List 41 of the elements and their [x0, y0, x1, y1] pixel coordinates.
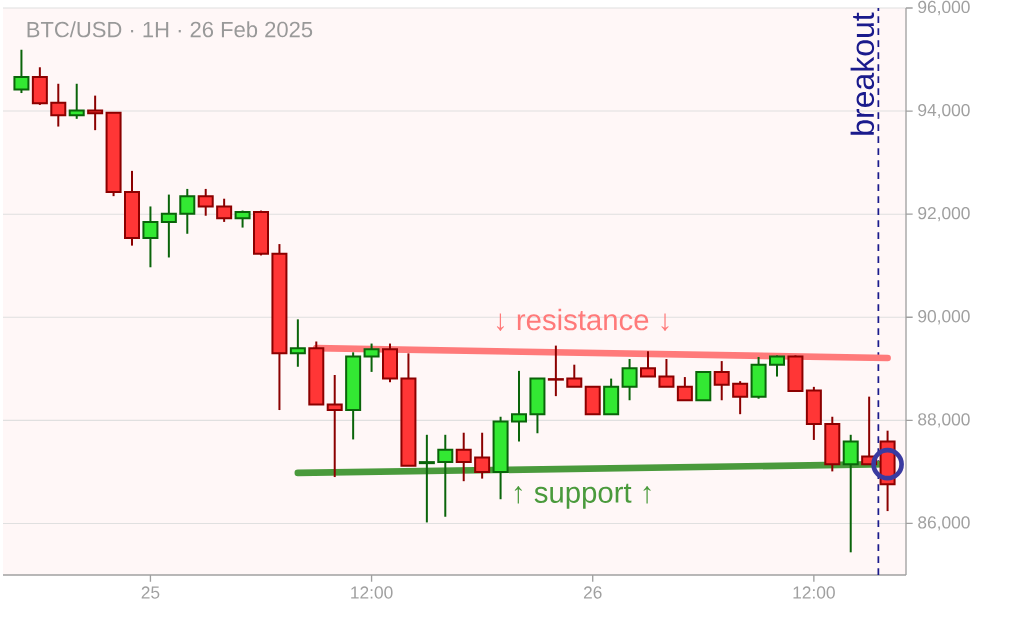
candlestick	[363, 342, 380, 373]
candlestick	[142, 205, 159, 269]
candlestick	[621, 358, 638, 402]
candlestick	[713, 360, 730, 402]
y-tick-label: 96,000	[918, 0, 970, 16]
candlestick	[658, 358, 675, 388]
ref-line-label: breakout	[850, 12, 875, 135]
y-tick-label: 88,000	[918, 413, 970, 428]
candlestick	[87, 94, 104, 132]
candlestick	[676, 376, 693, 402]
candlestick	[474, 431, 491, 480]
candlestick	[842, 433, 859, 554]
candlestick	[547, 344, 564, 398]
candlestick	[13, 48, 30, 95]
candlestick	[437, 433, 454, 518]
y-tick-label: 90,000	[918, 310, 970, 325]
candlestick	[511, 369, 528, 443]
candlestick	[732, 380, 749, 416]
x-tick-label: 12:00	[351, 586, 393, 599]
candlestick	[566, 363, 583, 388]
candlestick	[769, 354, 786, 378]
annotation: ↓ resistance ↓	[496, 308, 669, 331]
candlestick	[197, 187, 214, 217]
candlestick	[160, 193, 177, 259]
y-tick-label: 94,000	[918, 103, 970, 119]
annotation: ↑ support ↑	[514, 483, 651, 509]
x-tick-label: 12:00	[793, 586, 835, 599]
candlestick	[289, 318, 306, 368]
candlestick	[455, 431, 472, 483]
candlestick	[326, 374, 343, 479]
candlestick	[418, 433, 435, 524]
y-tick-label: 86,000	[918, 516, 970, 531]
candlestick	[68, 82, 85, 120]
candlestick	[50, 82, 67, 128]
candlestick	[216, 197, 233, 223]
candlestick	[640, 350, 657, 378]
x-tick-label: 26	[583, 586, 602, 599]
candlestick	[179, 187, 196, 235]
chart-title: BTC/USD · 1H · 26 Feb 2025	[27, 21, 313, 38]
y-tick-label: 92,000	[918, 207, 970, 222]
x-tick-label: 25	[141, 586, 160, 599]
